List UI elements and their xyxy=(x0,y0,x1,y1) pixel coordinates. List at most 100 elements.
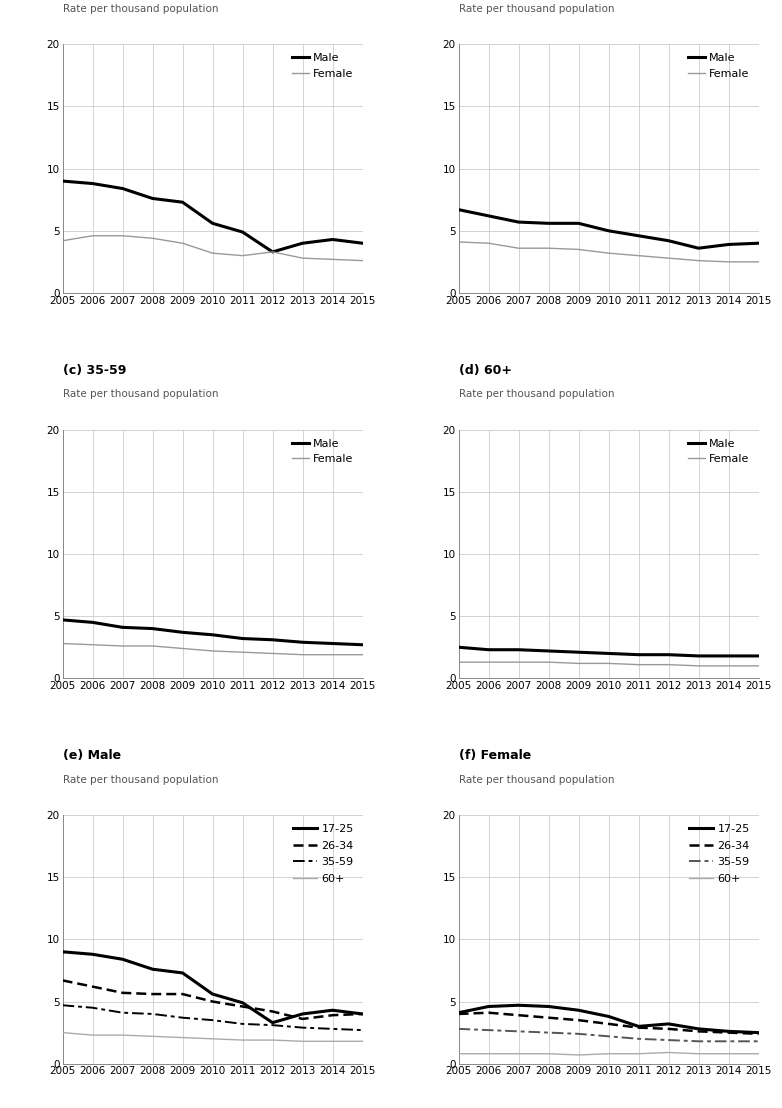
Female xyxy=(178,642,187,655)
35-59 xyxy=(484,1024,493,1037)
35-59 xyxy=(328,1023,337,1036)
60+ xyxy=(208,1033,217,1046)
Male xyxy=(88,177,97,191)
Text: (f) Female: (f) Female xyxy=(458,749,531,762)
60+ xyxy=(543,1047,553,1060)
Female xyxy=(58,234,67,247)
17-25 xyxy=(118,953,127,966)
17-25 xyxy=(148,963,157,976)
Female xyxy=(604,246,613,259)
60+ xyxy=(148,1029,157,1043)
Legend: 17-25, 26-34, 35-59, 60+: 17-25, 26-34, 35-59, 60+ xyxy=(685,821,753,888)
Female xyxy=(514,242,523,255)
Male xyxy=(634,229,644,243)
Female xyxy=(634,249,644,263)
Female xyxy=(148,232,157,245)
35-59 xyxy=(178,1010,187,1024)
Male xyxy=(574,646,583,659)
35-59 xyxy=(754,1035,763,1048)
17-25 xyxy=(694,1023,703,1036)
Male xyxy=(328,637,337,650)
Female xyxy=(298,648,307,661)
Female xyxy=(238,249,247,263)
17-25 xyxy=(484,999,493,1013)
35-59 xyxy=(268,1018,278,1032)
Male xyxy=(238,225,247,238)
Female xyxy=(694,659,703,673)
Female xyxy=(268,647,278,660)
Line: Male: Male xyxy=(63,619,363,645)
Female xyxy=(298,252,307,265)
Text: Rate per thousand population: Rate per thousand population xyxy=(458,389,614,399)
Text: Rate per thousand population: Rate per thousand population xyxy=(458,774,614,784)
26-34 xyxy=(664,1023,673,1036)
Female xyxy=(484,237,493,250)
Female xyxy=(358,254,368,267)
Male xyxy=(634,648,644,661)
26-34 xyxy=(118,986,127,999)
Female xyxy=(328,648,337,661)
26-34 xyxy=(454,1007,463,1020)
Male xyxy=(178,195,187,208)
Male xyxy=(268,245,278,258)
Female xyxy=(88,638,97,652)
26-34 xyxy=(634,1020,644,1034)
Legend: Male, Female: Male, Female xyxy=(289,435,357,468)
Text: (d) 60+: (d) 60+ xyxy=(458,363,511,377)
Female xyxy=(208,645,217,658)
Line: Female: Female xyxy=(63,236,363,260)
Female xyxy=(454,656,463,669)
Female xyxy=(88,229,97,243)
Line: 60+: 60+ xyxy=(63,1033,363,1042)
60+ xyxy=(574,1048,583,1061)
Male xyxy=(694,242,703,255)
17-25 xyxy=(574,1004,583,1017)
35-59 xyxy=(514,1025,523,1038)
Line: 60+: 60+ xyxy=(458,1053,759,1055)
Female xyxy=(178,237,187,250)
Female xyxy=(574,243,583,256)
Male xyxy=(694,649,703,663)
60+ xyxy=(118,1028,127,1042)
17-25 xyxy=(543,999,553,1013)
35-59 xyxy=(58,998,67,1012)
60+ xyxy=(328,1035,337,1048)
35-59 xyxy=(664,1034,673,1047)
Female xyxy=(664,658,673,671)
Line: 35-59: 35-59 xyxy=(63,1005,363,1030)
Female xyxy=(604,657,613,670)
Female xyxy=(543,242,553,255)
Legend: 17-25, 26-34, 35-59, 60+: 17-25, 26-34, 35-59, 60+ xyxy=(289,821,357,888)
Male xyxy=(574,217,583,230)
60+ xyxy=(178,1030,187,1044)
Male xyxy=(148,622,157,635)
Male xyxy=(543,645,553,658)
Line: 26-34: 26-34 xyxy=(63,981,363,1019)
Female xyxy=(694,254,703,267)
Male xyxy=(454,640,463,654)
Male xyxy=(454,203,463,216)
Male xyxy=(604,647,613,660)
Male xyxy=(268,633,278,646)
60+ xyxy=(484,1047,493,1060)
26-34 xyxy=(88,979,97,993)
Female xyxy=(574,657,583,670)
26-34 xyxy=(514,1008,523,1022)
60+ xyxy=(664,1046,673,1059)
Female xyxy=(543,656,553,669)
26-34 xyxy=(543,1010,553,1024)
Male xyxy=(543,217,553,230)
17-25 xyxy=(58,945,67,958)
Line: 35-59: 35-59 xyxy=(458,1029,759,1042)
60+ xyxy=(514,1047,523,1060)
60+ xyxy=(268,1034,278,1047)
Female xyxy=(358,648,368,661)
Female xyxy=(118,229,127,243)
17-25 xyxy=(664,1017,673,1030)
17-25 xyxy=(88,947,97,961)
26-34 xyxy=(604,1017,613,1030)
Female xyxy=(754,255,763,268)
Male xyxy=(58,613,67,626)
26-34 xyxy=(298,1013,307,1026)
Male xyxy=(148,192,157,205)
